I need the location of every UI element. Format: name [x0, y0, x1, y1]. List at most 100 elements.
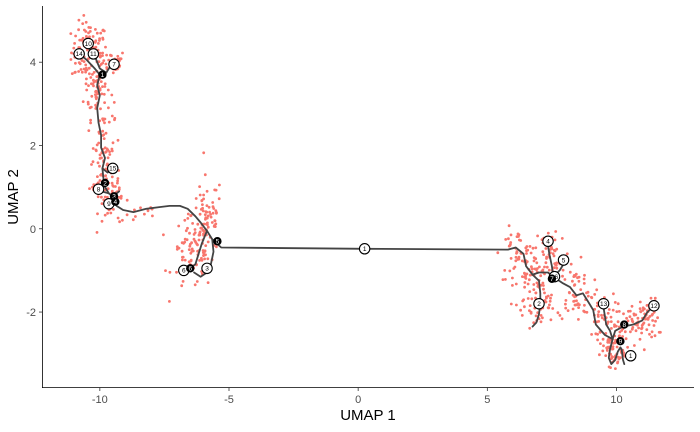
scatter-point: [577, 306, 580, 309]
scatter-point: [568, 270, 572, 274]
scatter-point: [609, 320, 613, 323]
x-axis-title: UMAP 1: [340, 407, 396, 424]
scatter-point: [523, 305, 526, 309]
scatter-point: [597, 310, 601, 313]
scatter-point: [102, 133, 106, 137]
scatter-point: [593, 278, 597, 282]
scatter-point: [535, 268, 538, 272]
scatter-point: [100, 92, 104, 96]
scatter-point: [103, 85, 107, 88]
scatter-point: [111, 141, 115, 145]
scatter-point: [509, 302, 513, 306]
scatter-point: [218, 183, 221, 187]
scatter-point: [88, 30, 92, 33]
node-label: 4: [114, 199, 118, 206]
scatter-point: [549, 318, 553, 322]
scatter-point: [103, 195, 107, 199]
scatter-point: [99, 80, 103, 83]
scatter-point: [192, 233, 196, 236]
scatter-point: [651, 312, 654, 316]
root-node-marker: [73, 48, 85, 60]
scatter-point: [73, 42, 76, 45]
node-label: 9: [107, 201, 111, 208]
scatter-point: [526, 282, 530, 286]
node-label: 11: [90, 51, 97, 58]
scatter-point: [619, 356, 622, 359]
axis-ticks: -10 -5 0 5 10 -2 0 2 4: [26, 57, 622, 406]
trajectory-nodes: 112345678910111213141516123456789: [73, 37, 660, 362]
scatter-point: [110, 54, 113, 58]
scatter-point: [535, 261, 539, 265]
scatter-point: [650, 330, 654, 334]
scatter-point: [534, 314, 538, 318]
scatter-point: [585, 310, 589, 314]
scatter-point: [69, 32, 73, 35]
scatter-point: [107, 106, 110, 110]
scatter-point: [77, 70, 80, 73]
scatter-point: [616, 302, 620, 306]
scatter-point: [549, 248, 552, 251]
scatter-point: [101, 85, 104, 88]
scatter-point: [544, 247, 548, 250]
scatter-point: [641, 322, 645, 326]
scatter-point: [206, 225, 210, 229]
scatter-point: [202, 193, 206, 197]
scatter-point: [99, 62, 103, 66]
scatter-point: [650, 335, 653, 339]
scatter-point: [215, 245, 218, 249]
scatter-point: [194, 241, 198, 244]
scatter-point: [102, 137, 106, 141]
trajectory-segment: [602, 307, 614, 340]
scatter-point: [100, 202, 104, 206]
scatter-point: [582, 309, 586, 313]
scatter-point: [554, 263, 558, 267]
scatter-point: [648, 315, 652, 318]
scatter-point: [97, 141, 101, 145]
scatter-point: [92, 71, 96, 74]
scatter-point: [133, 208, 136, 212]
scatter-point: [112, 101, 116, 104]
scatter-point: [528, 290, 532, 293]
scatter-point: [125, 198, 129, 202]
x-tick-label: -5: [224, 394, 234, 406]
scatter-point: [627, 309, 630, 313]
root-node: 7: [108, 58, 120, 71]
scatter-point: [569, 262, 573, 266]
scatter-point: [186, 217, 190, 220]
scatter-point: [110, 149, 114, 153]
scatter-point: [116, 179, 119, 183]
scatter-point: [607, 308, 611, 311]
scatter-point: [83, 28, 86, 32]
scatter-point: [609, 366, 612, 369]
scatter-point: [110, 114, 114, 118]
node-label: 7: [112, 62, 116, 69]
branch-node: 7: [547, 274, 557, 283]
scatter-point: [113, 118, 116, 122]
scatter-point: [151, 214, 154, 218]
branch-node: 2: [100, 178, 110, 187]
branch-node: 1: [98, 70, 107, 79]
scatter-point: [609, 315, 613, 319]
scatter-point: [596, 338, 599, 342]
scatter-point: [543, 291, 546, 295]
root-node: 4: [542, 235, 554, 248]
scatter-point: [164, 269, 167, 272]
scatter-point: [104, 131, 108, 135]
scatter-point: [610, 347, 614, 351]
scatter-point: [544, 261, 548, 265]
scatter-point: [573, 283, 577, 287]
scatter-point: [203, 173, 207, 177]
scatter-point: [180, 284, 184, 288]
scatter-point: [110, 181, 114, 185]
scatter-point: [555, 261, 558, 265]
scatter-point: [87, 26, 91, 29]
scatter-point: [530, 265, 533, 269]
scatter-point: [642, 348, 646, 352]
root-node-marker: [87, 48, 100, 60]
scatter-point: [77, 18, 81, 22]
scatter-point: [622, 312, 625, 316]
scatter-point: [116, 216, 120, 220]
scatter-point: [509, 233, 513, 237]
scatter-point: [177, 246, 181, 250]
scatter-point: [611, 308, 615, 312]
